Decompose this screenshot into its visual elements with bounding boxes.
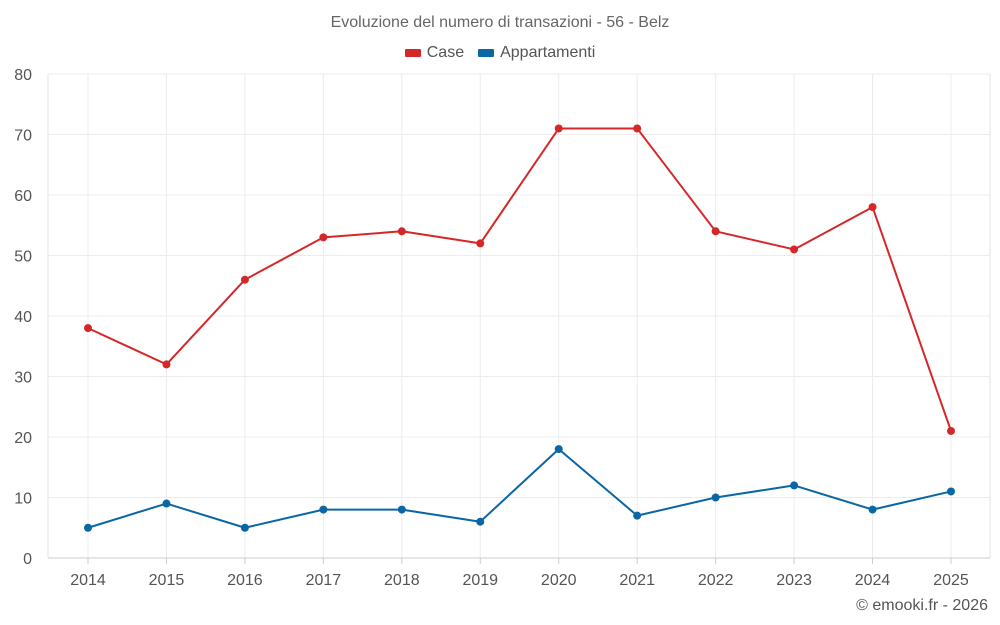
- y-tick-label: 10: [14, 491, 32, 508]
- data-point-case-2014[interactable]: [84, 324, 92, 333]
- data-point-appartamenti-2014[interactable]: [84, 523, 92, 532]
- data-point-appartamenti-2024[interactable]: [868, 505, 877, 514]
- y-tick-label: 50: [14, 249, 32, 266]
- y-tick-label: 0: [23, 551, 32, 568]
- legend-item-case[interactable]: Case: [404, 44, 465, 62]
- data-point-case-2022[interactable]: [711, 227, 720, 236]
- data-point-case-2025[interactable]: [947, 426, 955, 435]
- data-point-case-2024[interactable]: [868, 203, 877, 212]
- x-tick-label: 2019: [462, 572, 498, 589]
- data-point-case-2015[interactable]: [162, 360, 171, 369]
- data-point-appartamenti-2016[interactable]: [240, 523, 249, 532]
- x-tick-label: 2021: [619, 572, 655, 589]
- data-point-appartamenti-2015[interactable]: [162, 499, 171, 508]
- series-line-appartamenti: [87, 448, 952, 529]
- grid: [48, 73, 990, 559]
- x-tick-label: 2018: [384, 572, 420, 589]
- legend-label-appartamenti: Appartamenti: [500, 44, 596, 61]
- data-point-case-2016[interactable]: [240, 275, 249, 284]
- legend-label-case: Case: [426, 44, 465, 61]
- data-point-appartamenti-2021[interactable]: [633, 511, 642, 520]
- series-lines: [87, 127, 952, 529]
- credit-text: © emooki.fr - 2026: [856, 597, 988, 614]
- data-point-appartamenti-2023[interactable]: [790, 481, 799, 490]
- chart-title: Evoluzione del numero di transazioni - 5…: [330, 14, 670, 31]
- x-tick-label: 2025: [933, 572, 969, 589]
- data-point-case-2017[interactable]: [319, 233, 328, 242]
- axes: 0 10 20 30 40 50 60 70 80 2014 2015 2016 2017 2018 201…: [14, 67, 991, 589]
- data-point-case-2018[interactable]: [397, 227, 406, 236]
- data-point-appartamenti-2020[interactable]: [554, 445, 563, 454]
- data-point-appartamenti-2025[interactable]: [947, 487, 955, 496]
- legend-swatch-case: [404, 49, 421, 57]
- legend: Case Appartamenti: [0, 44, 1000, 62]
- series-points: [84, 124, 955, 532]
- series-line-case: [87, 127, 952, 432]
- x-tick-label: 2020: [541, 572, 577, 589]
- data-point-appartamenti-2019[interactable]: [476, 517, 485, 526]
- data-point-case-2023[interactable]: [790, 245, 799, 254]
- y-tick-label: 70: [14, 128, 32, 145]
- y-tick-label: 30: [14, 370, 32, 387]
- x-tick-label: 2022: [698, 572, 734, 589]
- y-tick-label: 80: [14, 67, 32, 84]
- y-tick-label: 60: [14, 188, 32, 205]
- x-tick-label: 2014: [70, 572, 106, 589]
- data-point-appartamenti-2017[interactable]: [319, 505, 328, 514]
- y-tick-label: 40: [14, 309, 32, 326]
- x-tick-label: 2015: [149, 572, 185, 589]
- data-point-case-2020[interactable]: [554, 124, 563, 133]
- legend-item-appartamenti[interactable]: Appartamenti: [478, 44, 595, 62]
- x-tick-label: 2024: [855, 572, 891, 589]
- legend-swatch-appartamenti: [478, 49, 495, 57]
- data-point-case-2021[interactable]: [633, 124, 642, 133]
- data-point-case-2019[interactable]: [476, 239, 485, 248]
- y-tick-label: 20: [14, 430, 32, 447]
- data-point-appartamenti-2018[interactable]: [397, 505, 406, 514]
- x-tick-label: 2023: [776, 572, 812, 589]
- data-point-appartamenti-2022[interactable]: [711, 493, 720, 502]
- x-tick-label: 2017: [306, 572, 342, 589]
- x-tick-label: 2016: [227, 572, 263, 589]
